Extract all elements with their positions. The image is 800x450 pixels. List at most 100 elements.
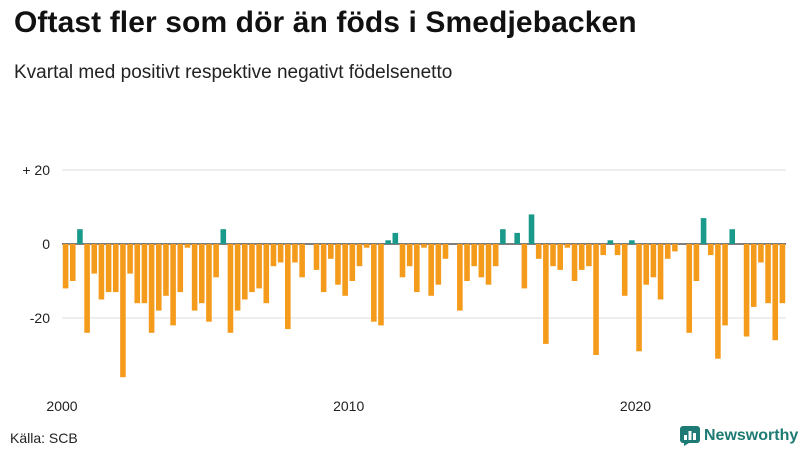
bar xyxy=(263,244,270,304)
bar xyxy=(177,244,184,293)
bar xyxy=(155,244,162,311)
bar xyxy=(134,244,141,304)
bar xyxy=(320,244,327,293)
bar xyxy=(636,244,642,352)
bar xyxy=(98,244,105,300)
bar xyxy=(299,244,305,278)
bar xyxy=(378,244,384,326)
bar xyxy=(521,244,528,289)
y-tick-label: 0 xyxy=(42,236,50,252)
bar xyxy=(700,218,707,244)
chart-subtitle: Kvartal med positivt respektive negativt… xyxy=(14,62,453,83)
bar xyxy=(707,244,714,256)
bar-layer xyxy=(62,214,786,378)
bar xyxy=(693,244,700,281)
bar xyxy=(342,244,348,296)
bar xyxy=(492,244,499,267)
y-tick-label: + 20 xyxy=(22,162,50,178)
bar xyxy=(528,214,535,244)
bar xyxy=(328,244,334,259)
bar xyxy=(206,244,212,322)
y-tick-label: -20 xyxy=(30,310,50,326)
bar xyxy=(363,244,370,248)
bar xyxy=(428,244,434,296)
bar xyxy=(184,244,191,248)
bar xyxy=(277,244,284,263)
bar xyxy=(686,244,693,333)
x-tick-label: 2000 xyxy=(46,398,77,414)
bar xyxy=(91,244,98,274)
bar xyxy=(227,244,234,333)
bar xyxy=(141,244,148,304)
bar xyxy=(457,244,463,311)
bar xyxy=(198,244,205,304)
source-note: Källa: SCB xyxy=(10,430,78,446)
bar xyxy=(191,244,198,311)
bar xyxy=(657,244,664,300)
bar xyxy=(715,244,721,359)
bar xyxy=(62,244,69,289)
bar xyxy=(478,244,485,278)
bar xyxy=(69,244,76,281)
bar xyxy=(722,244,728,326)
bar xyxy=(213,244,219,278)
bar xyxy=(557,244,563,270)
bar xyxy=(77,229,83,244)
y-axis-ticks: + 20 0 -20 xyxy=(22,162,50,326)
chart-title: Oftast fler som dör än föds i Smedjeback… xyxy=(14,6,637,39)
bar xyxy=(464,244,470,281)
bar xyxy=(414,244,420,293)
bar xyxy=(349,244,356,281)
x-tick-label: 2010 xyxy=(333,398,364,414)
bar xyxy=(392,232,399,244)
bar xyxy=(127,244,133,274)
bar xyxy=(485,244,492,285)
bar xyxy=(586,244,592,267)
bar xyxy=(471,244,477,267)
bar xyxy=(578,244,585,270)
bar xyxy=(292,244,298,263)
bar xyxy=(105,244,112,293)
bar xyxy=(571,244,578,281)
bar xyxy=(170,244,176,326)
bar xyxy=(779,244,786,304)
bar xyxy=(442,244,449,259)
bar xyxy=(614,244,621,256)
bar xyxy=(758,244,764,263)
bar xyxy=(772,244,779,341)
bar xyxy=(672,244,678,252)
bar xyxy=(313,244,320,270)
bar xyxy=(593,244,599,355)
bar xyxy=(120,244,126,378)
bar xyxy=(729,229,736,244)
bar xyxy=(535,244,542,259)
bar xyxy=(249,244,255,293)
bar xyxy=(765,244,771,304)
bar xyxy=(421,244,427,248)
bar xyxy=(406,244,413,267)
bar xyxy=(435,244,442,285)
bar xyxy=(500,229,506,244)
bar xyxy=(148,244,155,333)
bar xyxy=(285,244,291,330)
x-tick-label: 2020 xyxy=(620,398,651,414)
newsworthy-logo[interactable]: Newsworthy xyxy=(680,426,798,446)
bar xyxy=(621,244,628,296)
bar xyxy=(242,244,248,300)
bar xyxy=(385,240,391,244)
bar xyxy=(399,244,406,278)
x-axis-ticks: 2000 2010 2020 xyxy=(46,398,651,414)
bar xyxy=(607,240,614,244)
bar xyxy=(550,244,556,267)
bar xyxy=(371,244,377,322)
bar xyxy=(750,244,757,307)
bar xyxy=(234,244,241,311)
bar xyxy=(220,229,227,244)
bar xyxy=(270,244,277,267)
brand-name: Newsworthy xyxy=(704,427,799,444)
chart-bars-icon xyxy=(680,426,700,446)
bar xyxy=(335,244,341,285)
bar xyxy=(514,232,520,244)
bar xyxy=(112,244,119,293)
